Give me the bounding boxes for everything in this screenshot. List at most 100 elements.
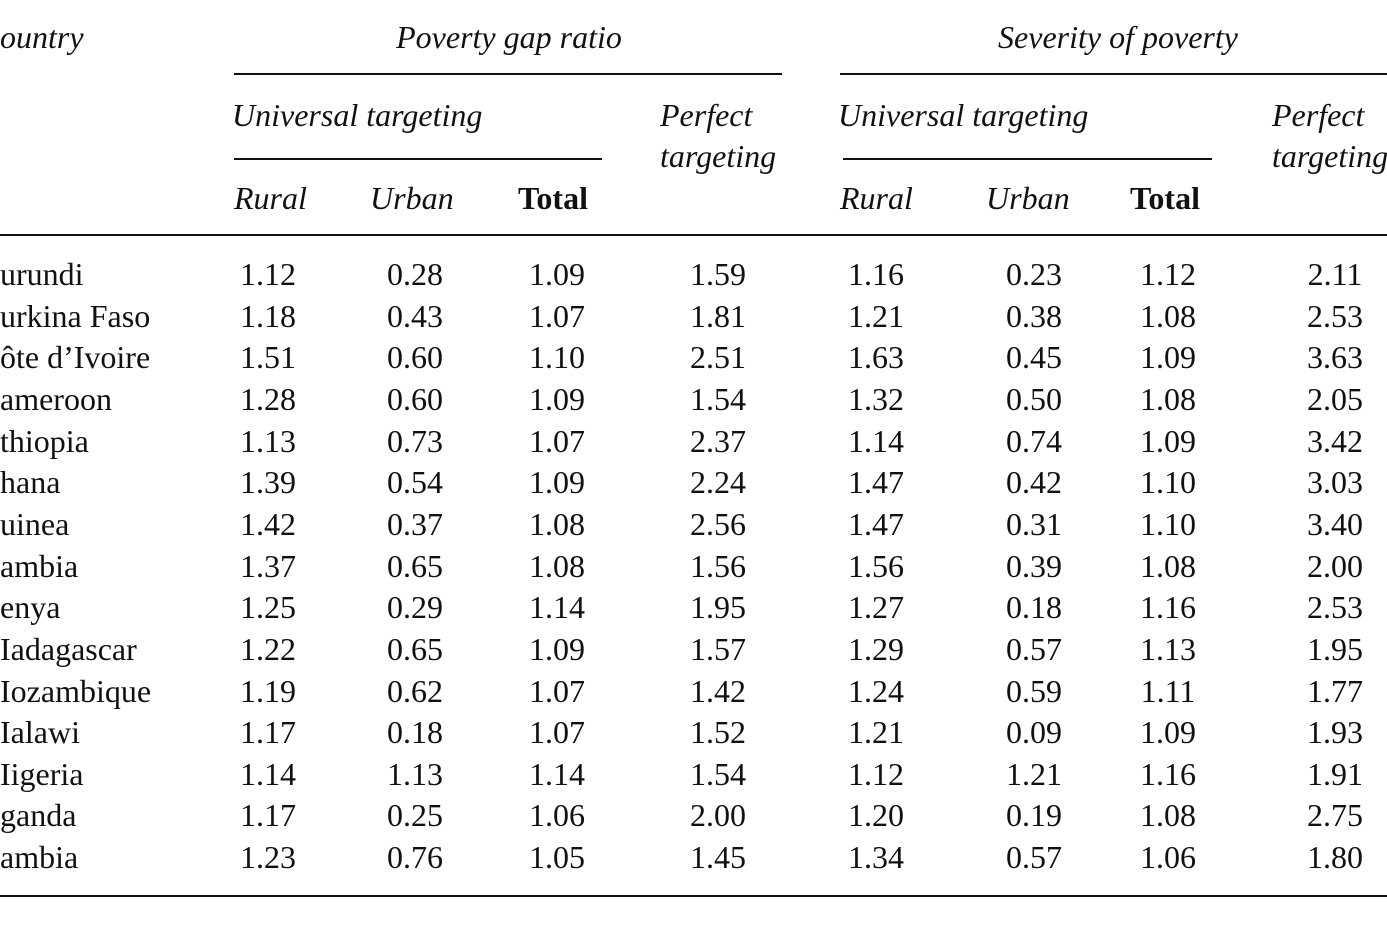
- rule: [843, 158, 1212, 160]
- cell-value: 0.19: [1006, 797, 1062, 834]
- cell-value: 1.05: [529, 839, 585, 876]
- cell-value: 1.57: [690, 630, 746, 667]
- cell-value: 1.14: [848, 422, 904, 459]
- cell-value: 1.91: [1307, 755, 1363, 792]
- country-name: ôte d’Ivoire: [0, 339, 151, 376]
- cell-value: 2.56: [690, 505, 746, 542]
- cell-value: 1.17: [240, 714, 296, 751]
- column-header: Total: [518, 180, 588, 216]
- cell-value: 1.10: [529, 339, 585, 376]
- cell-value: 1.09: [529, 630, 585, 667]
- column-header: ountry: [0, 19, 84, 55]
- cell-value: 1.08: [529, 547, 585, 584]
- cell-value: 1.52: [690, 714, 746, 751]
- cell-value: 1.51: [240, 339, 296, 376]
- country-name: Iozambique: [0, 672, 152, 709]
- country-name: Ialawi: [0, 714, 80, 751]
- cell-value: 1.12: [240, 256, 296, 292]
- cell-value: 1.54: [690, 380, 746, 417]
- cell-value: 1.09: [529, 464, 585, 501]
- cell-value: 1.37: [240, 547, 296, 584]
- cell-value: 0.29: [387, 589, 443, 626]
- cell-value: 1.81: [690, 297, 746, 334]
- cell-value: 0.65: [387, 630, 443, 667]
- cell-value: 1.56: [848, 547, 904, 584]
- subgroup-title: Universal targeting: [232, 97, 483, 133]
- cell-value: 1.06: [1140, 839, 1196, 876]
- rule: [234, 158, 602, 160]
- cell-value: 1.09: [1140, 422, 1196, 459]
- rule: [0, 895, 1387, 897]
- cell-value: 1.07: [529, 714, 585, 751]
- group-title: Severity of poverty: [998, 19, 1238, 55]
- cell-value: 1.42: [690, 672, 746, 709]
- cell-value: 0.31: [1006, 505, 1062, 542]
- country-name: uinea: [0, 505, 70, 542]
- cell-value: 1.63: [848, 339, 904, 376]
- cell-value: 1.16: [1140, 589, 1196, 626]
- country-name: Iigeria: [0, 755, 84, 792]
- cell-value: 1.08: [1140, 547, 1196, 584]
- cell-value: 1.23: [240, 839, 296, 876]
- cell-value: 1.42: [240, 505, 296, 542]
- cell-value: 1.10: [1140, 505, 1196, 542]
- country-name: urkina Faso: [0, 297, 151, 334]
- cell-value: 0.37: [387, 505, 443, 542]
- cell-value: 1.95: [690, 589, 746, 626]
- cell-value: 1.95: [1307, 630, 1363, 667]
- cell-value: 0.18: [387, 714, 443, 751]
- subgroup-title: targeting: [660, 138, 777, 174]
- rule: [840, 73, 1387, 75]
- country-name: ambia: [0, 839, 79, 876]
- cell-value: 1.08: [1140, 297, 1196, 334]
- cell-value: 2.53: [1307, 589, 1363, 626]
- cell-value: 1.09: [529, 256, 585, 292]
- cell-value: 0.60: [387, 339, 443, 376]
- cell-value: 0.62: [387, 672, 443, 709]
- cell-value: 1.08: [1140, 380, 1196, 417]
- subgroup-title: targeting: [1272, 138, 1387, 174]
- cell-value: 1.27: [848, 589, 904, 626]
- country-name: ganda: [0, 797, 77, 834]
- cell-value: 1.18: [240, 297, 296, 334]
- cell-value: 1.20: [848, 797, 904, 834]
- cell-value: 1.08: [1140, 797, 1196, 834]
- cell-value: 0.09: [1006, 714, 1062, 751]
- cell-value: 1.47: [848, 505, 904, 542]
- cell-value: 1.06: [529, 797, 585, 834]
- cell-value: 2.37: [690, 422, 746, 459]
- cell-value: 1.16: [1140, 755, 1196, 792]
- cell-value: 3.42: [1307, 422, 1363, 459]
- cell-value: 0.57: [1006, 839, 1062, 876]
- cell-value: 1.11: [1140, 672, 1196, 709]
- cell-value: 0.18: [1006, 589, 1062, 626]
- country-name: ambia: [0, 547, 79, 584]
- cell-value: 1.28: [240, 380, 296, 417]
- cell-value: 2.00: [690, 797, 746, 834]
- cell-value: 0.54: [387, 464, 443, 501]
- rule: [234, 73, 782, 75]
- cell-value: 0.50: [1006, 380, 1062, 417]
- cell-value: 1.14: [529, 589, 585, 626]
- cell-value: 2.05: [1307, 380, 1363, 417]
- cell-value: 2.51: [690, 339, 746, 376]
- cell-value: 1.13: [387, 755, 443, 792]
- cell-value: 3.03: [1307, 464, 1363, 501]
- cell-value: 1.07: [529, 422, 585, 459]
- cell-value: 1.14: [240, 755, 296, 792]
- cell-value: 1.93: [1307, 714, 1363, 751]
- cell-value: 1.13: [1140, 630, 1196, 667]
- cell-value: 1.09: [529, 380, 585, 417]
- cell-value: 2.75: [1307, 797, 1363, 834]
- subgroup-title: Perfect: [1272, 97, 1365, 133]
- country-name: enya: [0, 589, 61, 626]
- rule: [0, 234, 1387, 236]
- cell-value: 0.60: [387, 380, 443, 417]
- cell-value: 1.09: [1140, 339, 1196, 376]
- cell-value: 1.21: [848, 297, 904, 334]
- cell-value: 1.59: [690, 256, 746, 292]
- group-title: Poverty gap ratio: [396, 19, 622, 55]
- cell-value: 1.08: [529, 505, 585, 542]
- cell-value: 0.25: [387, 797, 443, 834]
